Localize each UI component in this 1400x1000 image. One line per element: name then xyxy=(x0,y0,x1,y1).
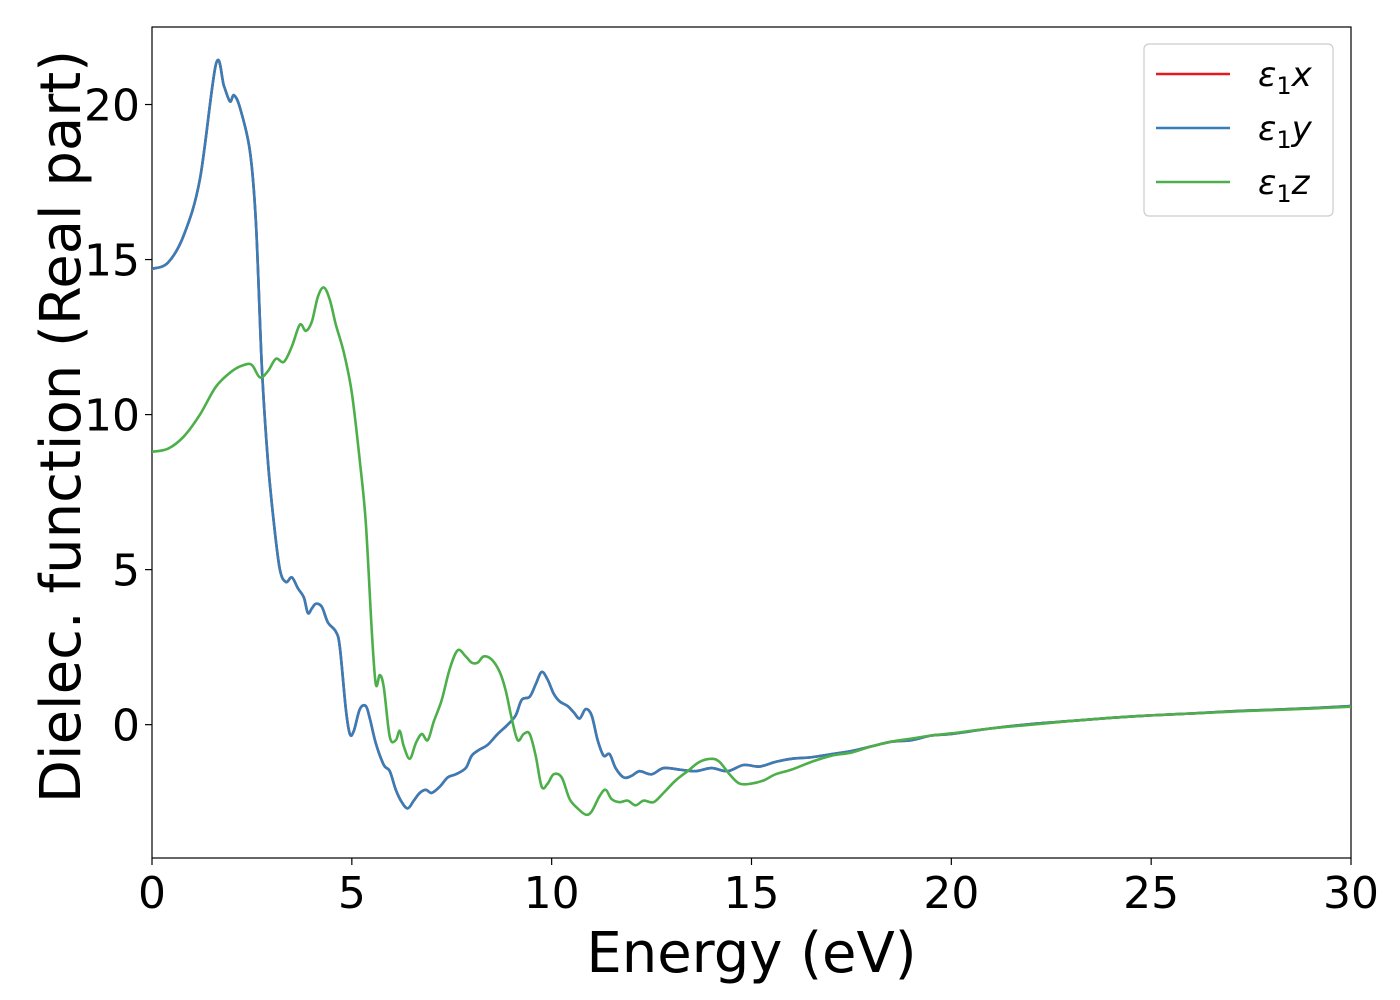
legend-entry: ε1y xyxy=(1258,109,1313,154)
x-axis-label: Energy (eV) xyxy=(586,921,916,986)
x-tick-label: 5 xyxy=(338,868,366,919)
y-tick-label: 20 xyxy=(84,81,140,132)
legend-entry: ε1x xyxy=(1258,55,1313,100)
y-tick-label: 15 xyxy=(84,236,140,287)
series-layer xyxy=(152,58,1351,817)
tick-layer: 0 5 10 15 20 25 30 0 5 10 15 20 xyxy=(84,81,1379,919)
x-tick-label: 15 xyxy=(724,868,780,919)
x-tick-label: 20 xyxy=(923,868,979,919)
y-tick-label: 10 xyxy=(84,391,140,442)
y-axis-label: Dielec. function (Real part) xyxy=(29,50,94,803)
x-tick-label: 0 xyxy=(138,868,166,919)
y-tick-label: 5 xyxy=(112,546,140,597)
series-line-y xyxy=(152,58,1351,810)
legend-box xyxy=(1143,43,1334,217)
plot-area: 0 5 10 15 20 25 30 0 5 10 15 20 xyxy=(84,26,1379,919)
y-tick-label: 0 xyxy=(112,701,140,752)
legend: ε1x ε1y ε1z xyxy=(1143,43,1334,217)
x-tick-label: 10 xyxy=(524,868,580,919)
x-tick-label: 30 xyxy=(1323,868,1379,919)
x-tick-label: 25 xyxy=(1123,868,1179,919)
series-line-z xyxy=(152,286,1351,817)
legend-entry: ε1z xyxy=(1258,163,1311,208)
